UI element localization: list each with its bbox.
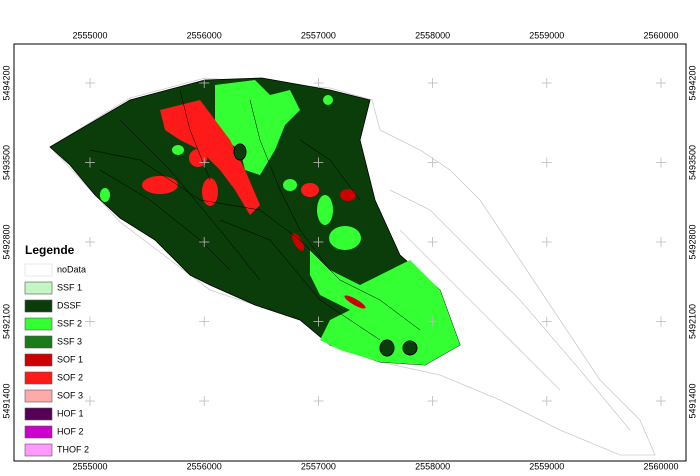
x-label: 2557000 (301, 461, 336, 471)
y-label: 5492100 (1, 304, 11, 339)
legend-label: DSSF (57, 300, 82, 310)
y-label: 5493500 (687, 145, 697, 180)
legend-label: SSF 3 (57, 336, 82, 346)
legend-swatch (24, 407, 53, 421)
legend-swatch (24, 425, 53, 439)
legend-label: HOF 1 (57, 408, 84, 418)
legend-label: HOF 2 (57, 426, 84, 436)
x-label: 2559000 (529, 461, 564, 471)
x-label: 2558000 (415, 30, 450, 40)
y-label: 5492800 (1, 224, 11, 259)
legend-swatch (24, 371, 53, 385)
legend-label: SOF 2 (57, 372, 83, 382)
legend-swatch (24, 389, 53, 403)
legend-label: THOF 2 (57, 444, 89, 454)
y-label: 5494200 (687, 65, 697, 100)
legend-label: SSF 1 (57, 282, 82, 292)
legend-title: Legende (25, 243, 75, 257)
x-label: 2560000 (643, 461, 678, 471)
y-label: 5494200 (1, 65, 11, 100)
y-label: 5492100 (687, 304, 697, 339)
x-label: 2557000 (301, 30, 336, 40)
grid-crosses (85, 78, 666, 406)
x-label: 2558000 (415, 461, 450, 471)
legend-label: noData (57, 264, 86, 274)
legend-swatch (24, 299, 53, 313)
legend-swatch (24, 281, 53, 295)
legend-label: SSF 2 (57, 318, 82, 328)
legend-swatch (24, 443, 53, 457)
legend-label: SOF 3 (57, 390, 83, 400)
legend-swatch (24, 335, 53, 349)
y-label: 5491400 (687, 383, 697, 418)
legend-swatch (24, 317, 53, 331)
legend-swatch (24, 353, 53, 367)
x-label: 2556000 (187, 461, 222, 471)
x-label: 2555000 (72, 461, 107, 471)
x-label: 2556000 (187, 30, 222, 40)
runoff-areas (49, 77, 461, 366)
y-label: 5492800 (687, 224, 697, 259)
y-label: 5491400 (1, 383, 11, 418)
legend-swatch (24, 263, 53, 277)
x-label: 2559000 (529, 30, 564, 40)
y-label: 5493500 (1, 145, 11, 180)
soil-boundaries (89, 89, 421, 341)
x-label: 2555000 (72, 30, 107, 40)
x-label: 2560000 (643, 30, 678, 40)
legend: Legende noData SSF 1 DSSF SSF 2 SSF 3 SOF 1 SO… (24, 243, 89, 457)
legend-label: SOF 1 (57, 354, 83, 364)
